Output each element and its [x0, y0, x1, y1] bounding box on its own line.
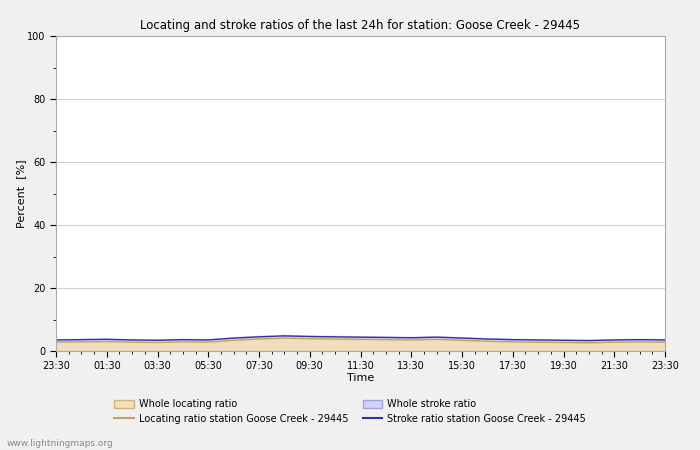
Title: Locating and stroke ratios of the last 24h for station: Goose Creek - 29445: Locating and stroke ratios of the last 2… — [141, 19, 580, 32]
Y-axis label: Percent  [%]: Percent [%] — [16, 159, 26, 228]
X-axis label: Time: Time — [347, 373, 374, 383]
Legend: Whole locating ratio, Locating ratio station Goose Creek - 29445, Whole stroke r: Whole locating ratio, Locating ratio sta… — [111, 396, 589, 427]
Text: www.lightningmaps.org: www.lightningmaps.org — [7, 439, 113, 448]
